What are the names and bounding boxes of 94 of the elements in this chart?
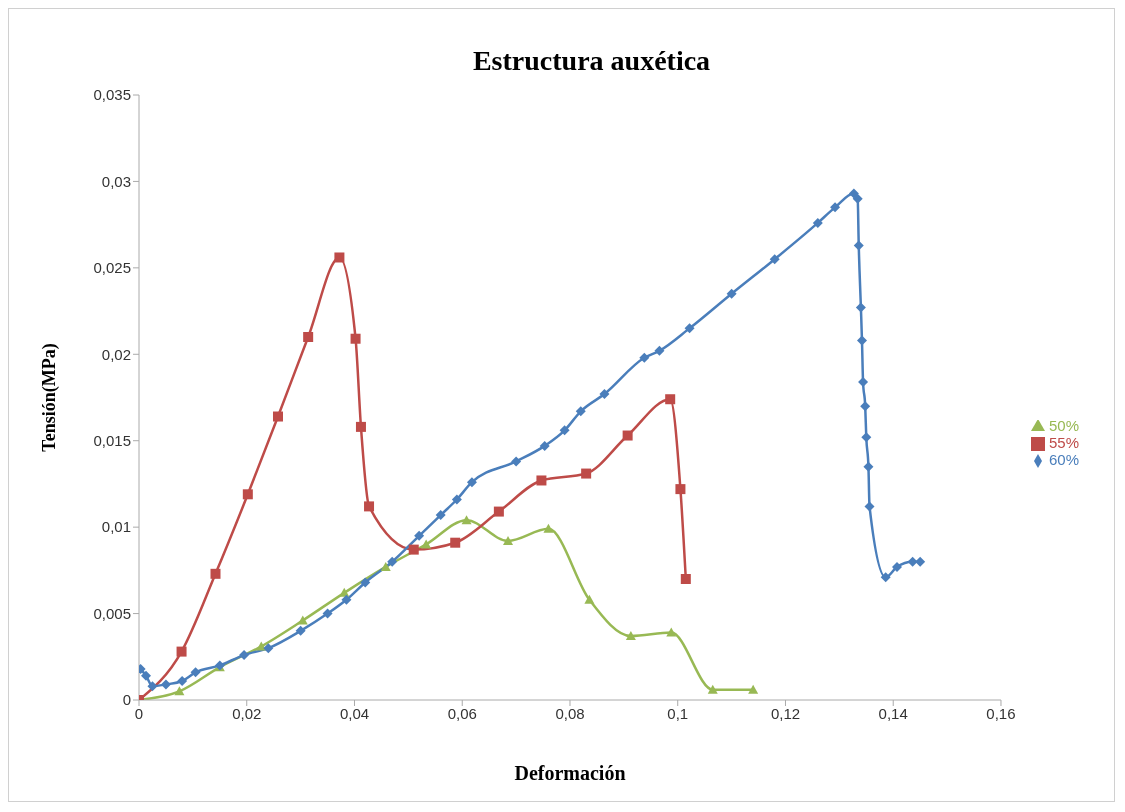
point <box>861 432 872 443</box>
point <box>559 425 570 436</box>
point <box>322 608 333 619</box>
chart-title: Estructura auxética <box>471 44 712 78</box>
x-tick-label: 0,12 <box>770 704 801 722</box>
x-tick-label: 0,14 <box>878 704 908 722</box>
point <box>177 675 188 686</box>
point <box>684 323 695 334</box>
point <box>239 650 250 661</box>
point <box>575 406 586 417</box>
point <box>334 252 345 263</box>
point <box>364 501 375 512</box>
point <box>748 684 759 694</box>
point <box>584 594 595 604</box>
point <box>654 345 665 356</box>
point <box>160 679 171 690</box>
point <box>812 217 823 228</box>
point <box>852 193 863 204</box>
point <box>915 556 926 567</box>
point <box>860 401 871 412</box>
y-tick-label: 0,005 <box>93 604 131 622</box>
point <box>242 489 253 500</box>
point <box>303 332 314 342</box>
point <box>421 539 432 549</box>
legend-label: 55% <box>1048 433 1079 451</box>
x-tick-label: 0,02 <box>232 704 262 722</box>
point <box>355 421 366 432</box>
point <box>387 556 398 567</box>
point <box>707 684 718 694</box>
point <box>450 537 461 548</box>
point <box>466 477 477 488</box>
point <box>675 484 686 495</box>
point <box>435 510 446 521</box>
point <box>536 475 547 486</box>
point <box>272 411 283 422</box>
point <box>666 627 677 637</box>
point <box>581 468 592 479</box>
point <box>769 254 780 265</box>
point <box>907 556 918 567</box>
point <box>543 523 554 533</box>
y-tick-label: 0,03 <box>101 172 131 190</box>
point <box>503 535 514 545</box>
point <box>726 288 737 299</box>
point <box>622 430 633 441</box>
point <box>880 572 891 583</box>
point <box>408 544 419 555</box>
point <box>414 530 425 541</box>
point <box>680 574 691 584</box>
point <box>141 670 151 681</box>
x-tick-label: 0,04 <box>339 704 370 722</box>
y-tick-label: 0,02 <box>101 345 131 363</box>
x-axis-title: Deformación <box>514 762 626 784</box>
point <box>341 594 352 605</box>
point <box>855 302 866 313</box>
x-tick-label: 0,1 <box>667 704 689 722</box>
point <box>176 646 187 657</box>
point <box>539 440 550 451</box>
point <box>863 461 874 472</box>
point <box>864 501 875 512</box>
legend-label: 50% <box>1048 416 1079 434</box>
point <box>625 631 636 641</box>
point <box>856 335 867 346</box>
point <box>174 686 185 696</box>
x-tick-label: 0,06 <box>447 704 477 722</box>
legend-label: 60% <box>1048 451 1079 469</box>
y-tick-label: 0,035 <box>93 86 131 104</box>
point <box>380 561 391 571</box>
point <box>339 587 350 597</box>
y-tick-label: 0,025 <box>93 259 131 277</box>
point <box>451 494 462 505</box>
point <box>360 577 371 588</box>
x-tick-label: 0 <box>134 704 144 722</box>
y-tick-label: 0,01 <box>101 518 131 536</box>
point <box>665 394 676 405</box>
y-tick-label: 0 <box>122 691 131 709</box>
point <box>147 681 158 692</box>
point <box>639 352 650 363</box>
point <box>190 667 201 678</box>
x-tick-label: 0,16 <box>986 704 1016 722</box>
point <box>511 456 522 467</box>
y-tick-label: 0,015 <box>93 432 131 450</box>
x-tick-label: 0,08 <box>555 704 585 722</box>
point <box>853 240 864 251</box>
point <box>848 188 859 199</box>
point <box>830 202 841 213</box>
y-axis-title: Tensión(MPa) <box>39 343 61 452</box>
point <box>891 561 902 572</box>
point <box>350 333 361 344</box>
point <box>599 389 610 400</box>
point <box>263 643 274 654</box>
point <box>461 515 472 525</box>
point <box>210 568 221 579</box>
point <box>295 625 306 636</box>
point <box>493 506 504 517</box>
